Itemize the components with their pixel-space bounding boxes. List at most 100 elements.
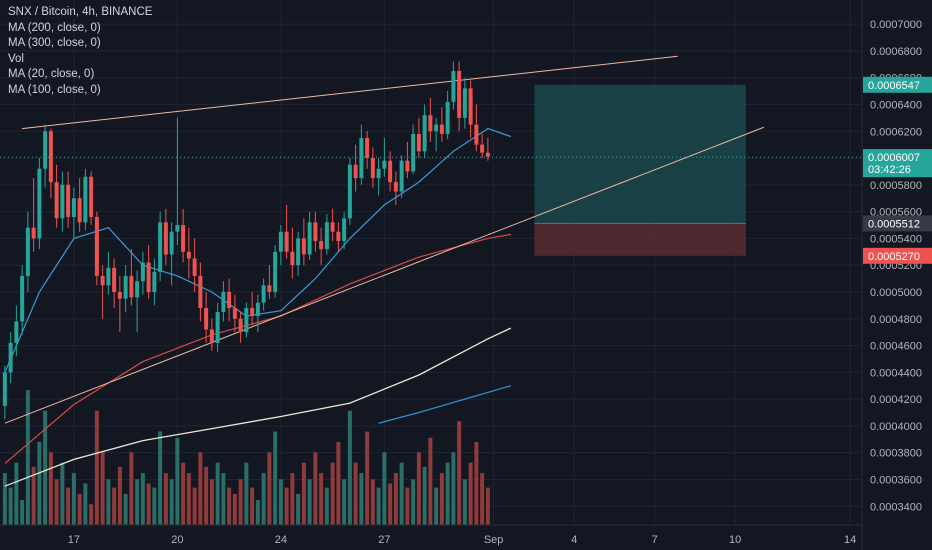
volume-bar <box>278 479 283 525</box>
volume-bar <box>238 479 243 525</box>
price-tick-label: 0.0005400 <box>870 233 922 245</box>
stop-price-badge <box>863 247 932 264</box>
candle-body <box>422 115 427 152</box>
candle-body <box>416 133 421 152</box>
volume-bar <box>255 500 260 525</box>
upper-trend-line[interactable] <box>22 55 678 130</box>
volume-bar <box>209 479 214 525</box>
time-tick-label: 10 <box>729 534 741 546</box>
candle-body <box>370 158 375 179</box>
volume-bar <box>284 487 289 525</box>
volume-bar <box>439 473 444 525</box>
candlesticks <box>2 61 490 420</box>
volume-bar <box>146 483 151 525</box>
volume-bar <box>215 462 220 525</box>
volume-bar <box>324 487 329 525</box>
stop-price-label: 0.0005270 <box>868 251 920 263</box>
candle-body <box>31 227 36 239</box>
candle-body <box>284 231 289 252</box>
volume-bar <box>451 452 456 525</box>
volume-bar <box>221 473 226 525</box>
candle-body <box>37 168 42 239</box>
candle-body <box>480 144 485 153</box>
volume-bar <box>71 473 76 525</box>
candle-body <box>83 176 88 223</box>
candle-body <box>204 308 209 330</box>
volume-bar <box>301 462 306 525</box>
entry-price-label: 0.0005512 <box>868 218 920 230</box>
indicator-vol-label[interactable]: Vol <box>8 52 24 65</box>
price-tick-label: 0.0006200 <box>870 126 922 138</box>
candle-body <box>307 222 312 255</box>
volume-bar <box>66 487 71 525</box>
candle-body <box>112 267 117 292</box>
candle-body <box>158 222 163 272</box>
volume-bar <box>434 487 439 525</box>
price-tick-label: 0.0004800 <box>870 314 922 326</box>
volume-bar <box>393 473 398 525</box>
volume-bar <box>428 437 433 525</box>
candle-body <box>48 131 53 183</box>
countdown-price-badge <box>863 161 932 178</box>
candle-body <box>451 70 456 102</box>
candle-body <box>365 137 370 159</box>
volume-bar <box>485 487 490 525</box>
price-axis[interactable]: 0.00070000.00068000.00066000.00064000.00… <box>861 0 922 550</box>
trend-lines[interactable] <box>4 55 765 424</box>
candle-body <box>336 231 341 242</box>
indicator-ma100-label[interactable]: MA (100, close, 0) <box>8 83 101 96</box>
long-position-zones[interactable] <box>534 84 746 256</box>
time-tick-label: 7 <box>652 534 658 546</box>
volume-bar <box>123 493 128 525</box>
lower-trend-line[interactable] <box>4 126 765 424</box>
volume-bar <box>232 493 237 525</box>
indicator-ma300-label[interactable]: MA (300, close, 0) <box>8 37 101 49</box>
countdown-price-label: 03:42:26 <box>868 164 911 176</box>
volume-bar <box>445 462 450 525</box>
time-axis[interactable]: 17 20 24 27 Sep 4 7 10 14 <box>0 524 862 546</box>
indicator-ma200-label[interactable]: MA (200, close, 0) <box>8 21 101 34</box>
symbol-title[interactable]: SNX / Bitcoin, 4h, BINANCE <box>8 6 153 18</box>
volume-bar <box>60 462 65 525</box>
volume-bar <box>399 462 404 525</box>
candle-body <box>129 275 134 298</box>
target-zone[interactable] <box>534 84 746 224</box>
volume-bar <box>43 410 48 525</box>
volume-bar <box>307 479 312 525</box>
stop-zone[interactable] <box>534 223 746 256</box>
volume-bar <box>330 462 335 525</box>
current-price-label: 0.0006007 <box>868 152 920 164</box>
price-tick-label: 0.0005800 <box>870 180 922 192</box>
time-tick-label: Sep <box>484 534 504 546</box>
candle-body <box>434 124 439 132</box>
volume-bar <box>273 431 278 525</box>
price-tick-label: 0.0004600 <box>870 341 922 353</box>
volume-bar <box>31 466 36 525</box>
volume-bar <box>313 452 318 525</box>
candle-body <box>290 251 295 266</box>
volume-bar <box>416 452 421 525</box>
volume-bar <box>296 493 301 525</box>
time-tick-label: 17 <box>68 534 80 546</box>
candle-body <box>474 124 479 145</box>
volume-bar <box>54 479 59 525</box>
candle-body <box>20 275 25 322</box>
volume-bar <box>152 487 157 525</box>
candle-body <box>261 285 266 303</box>
candle-body <box>445 101 450 134</box>
indicator-ma20-label[interactable]: MA (20, close, 0) <box>8 68 95 80</box>
candle-body <box>393 182 398 192</box>
candle-body <box>66 184 71 217</box>
volume-bar <box>250 487 255 525</box>
candle-body <box>117 291 122 299</box>
time-tick-label: 14 <box>844 534 856 546</box>
candle-body <box>94 216 99 276</box>
volume-bar <box>192 487 197 525</box>
time-tick-label: 20 <box>171 534 183 546</box>
candle-body <box>106 267 111 286</box>
candle-body <box>388 160 393 183</box>
candle-body <box>347 164 352 219</box>
volume-bar <box>468 462 473 525</box>
